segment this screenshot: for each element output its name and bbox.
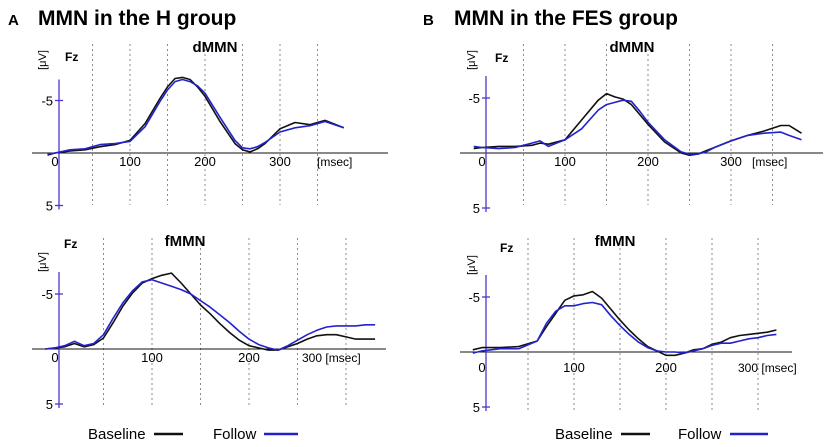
chart-title: dMMN (610, 39, 655, 56)
x-tick-label: 200 (238, 350, 260, 365)
x-tick-label: 200 (655, 360, 677, 375)
y-unit-label: [μV] (466, 50, 478, 70)
y-tick-label: -5 (41, 94, 53, 109)
y-tick-label: 5 (46, 199, 53, 214)
x-tick-label: 200 (637, 154, 659, 169)
x-unit-label: [msec] (752, 155, 787, 169)
y-tick-label: -5 (41, 287, 53, 302)
x-tick-label: 100 (119, 154, 141, 169)
series-line-baseline (472, 290, 777, 357)
y-tick-label: 5 (473, 201, 480, 216)
series-line-follow (473, 99, 802, 155)
channel-label: Fz (65, 50, 78, 64)
chart-title: fMMN (165, 233, 206, 250)
chart-title: fMMN (595, 233, 636, 250)
x-tick-label: 0 (478, 360, 485, 375)
x-unit-label: 300 [msec] (302, 351, 361, 365)
x-unit-label: 300 [msec] (738, 361, 797, 375)
channel-label: Fz (64, 237, 77, 251)
legend-follow-label: Follow (678, 426, 722, 443)
series-line-follow (472, 301, 777, 354)
x-unit-label: [msec] (317, 155, 352, 169)
y-tick-label: -5 (468, 91, 480, 106)
x-tick-label: 0 (51, 154, 58, 169)
legend-follow-label: Follow (213, 426, 257, 443)
x-tick-label: 100 (141, 350, 163, 365)
series-line-follow (45, 278, 376, 351)
x-tick-label: 300 (269, 154, 291, 169)
legend-baseline-label: Baseline (88, 426, 146, 443)
y-unit-label: [μV] (37, 252, 49, 272)
panel-a-title: MMN in the H group (38, 7, 236, 30)
x-tick-label: 200 (194, 154, 216, 169)
legend-baseline-label: Baseline (555, 426, 613, 443)
y-tick-label: -5 (468, 290, 480, 305)
series-line-baseline (45, 272, 376, 351)
y-unit-label: [μV] (37, 50, 49, 70)
chart-1: -5 5 0 100 200 300 [msec] dMMN Fz [μV] (32, 39, 388, 214)
chart-2: -5 5 0 100 200 300 [msec] fMMN Fz [μV] (32, 233, 386, 412)
y-tick-label: 5 (46, 397, 53, 412)
x-tick-label: 300 (720, 154, 742, 169)
y-unit-label: [μV] (466, 255, 478, 275)
x-tick-label: 100 (554, 154, 576, 169)
channel-label: Fz (500, 241, 513, 255)
legend-left: Baseline Follow (88, 426, 298, 443)
chart-title: dMMN (193, 39, 238, 56)
chart-3: -5 5 0 100 200 300 [msec] dMMN Fz [μV] (460, 39, 823, 216)
legend-right: Baseline Follow (555, 426, 768, 443)
panel-a-letter: A (8, 12, 19, 29)
x-tick-label: 0 (51, 350, 58, 365)
series-line-baseline (47, 76, 345, 156)
panel-b-letter: B (423, 12, 434, 29)
panel-b-title: MMN in the FES group (454, 7, 678, 30)
x-tick-label: 100 (563, 360, 585, 375)
chart-4: -5 5 0 100 200 300 [msec] fMMN Fz [μV] (460, 233, 797, 415)
y-tick-label: 5 (473, 400, 480, 415)
channel-label: Fz (495, 51, 508, 65)
charts-layer: -5 5 0 100 200 300 [msec] dMMN Fz [μV] -5 5 0 100 200 3… (32, 39, 823, 415)
x-tick-label: 0 (478, 154, 485, 169)
series-line-follow (47, 78, 345, 155)
